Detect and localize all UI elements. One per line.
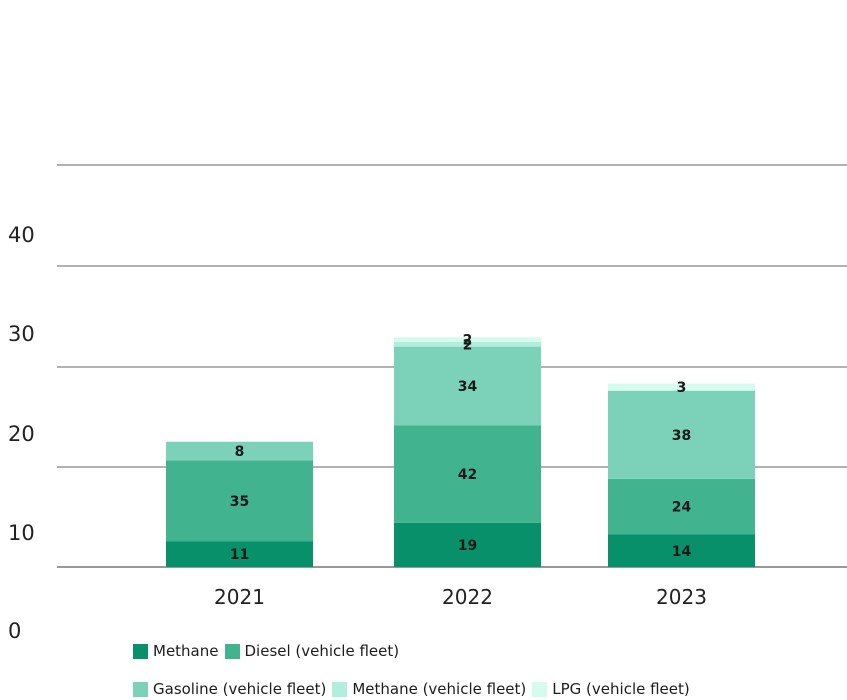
legend-swatch [332,681,348,697]
bar-segment [166,460,313,542]
legend-swatch [224,643,240,659]
y-tick-label: 0 [8,619,21,643]
bar-value-label: 11 [230,547,249,563]
bar-segment [394,425,541,523]
bar-segment [608,478,755,535]
legend-row-1: Methane Diesel (vehicle fleet) [133,642,405,660]
legend-item: Gasoline (vehicle fleet) [133,680,326,698]
bar-segment [608,534,755,567]
bar-segment [394,346,541,426]
x-tick-label: 2023 [656,585,707,609]
bar-value-label: 19 [458,538,477,554]
bar-value-labels: 11 35 8 19 42 34 22 14 24 38 3 [230,333,692,564]
bars [166,337,755,567]
bar-segment [166,441,313,461]
x-tick-label: 2022 [442,585,493,609]
bar-value-label: 38 [672,428,691,444]
bar-segment [608,390,755,479]
legend-item: Methane (vehicle fleet) [332,680,526,698]
legend-label: LPG (vehicle fleet) [552,680,690,698]
bar-segment [394,341,541,347]
legend-label: Methane [153,642,219,660]
bar-value-label: 24 [672,500,692,516]
bar-value-label: 35 [230,494,249,510]
legend-label: Methane (vehicle fleet) [352,680,527,698]
bar-value-label: 42 [458,467,477,483]
bar-segment [394,522,541,567]
x-tick-label: 2021 [214,585,265,609]
x-axis-tick-labels: 2021 2022 2023 [214,585,707,609]
bar-value-label: 14 [672,544,692,560]
bar-segment [166,541,313,567]
legend-swatch [133,643,148,659]
y-tick-label: 30 [8,322,35,346]
bar-value-label: 2 [463,333,473,349]
bar-value-label: 2 [463,337,473,353]
y-tick-label: 40 [8,223,35,247]
legend-swatch [133,681,148,697]
y-tick-label: 10 [8,521,35,545]
bar-value-label: 3 [677,380,687,396]
legend-row-2: Gasoline (vehicle fleet) Methane (vehicle… [133,680,696,698]
bar-value-label: 8 [235,444,245,460]
legend-swatch [532,681,548,697]
y-tick-label: 20 [8,422,35,446]
legend-item: Methane [133,642,219,660]
legend-label: Gasoline (vehicle fleet) [153,680,327,698]
y-axis-tick-labels: 0 10 20 30 40 [8,223,35,643]
bar-value-label: 34 [458,379,478,395]
bar-segment [394,337,541,342]
legend-item: LPG (vehicle fleet) [532,680,690,698]
legend-label: Diesel (vehicle fleet) [244,642,400,660]
bar-segment [608,383,755,391]
legend-item: Diesel (vehicle fleet) [224,642,400,660]
